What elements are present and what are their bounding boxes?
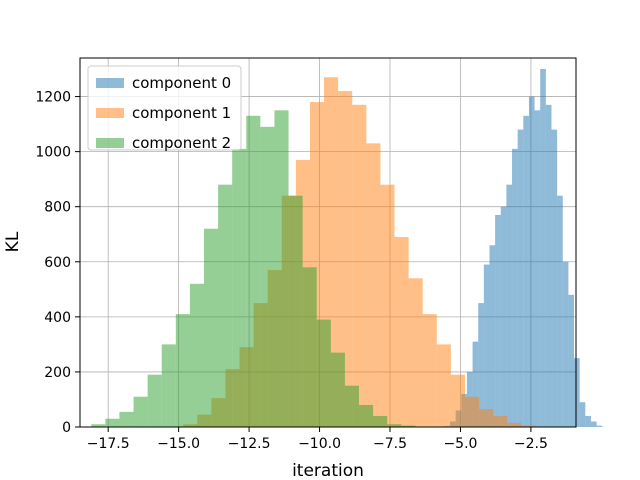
histogram-bar [436, 344, 451, 427]
histogram-bar [189, 283, 204, 427]
histogram-bar [534, 110, 541, 427]
histogram-bar [596, 425, 603, 427]
histogram-bar [540, 69, 546, 427]
histogram-bar [500, 206, 507, 427]
histogram-bar [489, 245, 496, 427]
histogram-bar [551, 129, 558, 427]
histogram-bar [579, 402, 586, 427]
histogram-bar [545, 104, 552, 428]
histogram-bar [493, 415, 508, 427]
histogram-bar [507, 422, 522, 427]
histogram-bar [472, 341, 479, 427]
histogram-bar [91, 424, 106, 427]
legend-swatch [96, 108, 124, 118]
y-tick-label: 400 [44, 310, 71, 326]
histogram-bar [464, 396, 480, 427]
histogram-bar [495, 214, 501, 427]
histogram-bar [408, 278, 423, 427]
legend: component 0 component 1 component 2 [87, 65, 242, 152]
histogram-bar [528, 96, 535, 427]
legend-label: component 2 [132, 134, 231, 152]
x-tick-label: −7.5 [373, 436, 407, 452]
legend-label: component 1 [132, 104, 231, 122]
x-tick-label: −10.0 [298, 436, 341, 452]
histogram-bar [344, 385, 359, 427]
y-tick-label: 1000 [35, 145, 71, 161]
axis-ticks: −17.5 −15.0 −12.5 −10.0 −7.5 −5.0 −2.5 0 200 400 6… [35, 90, 548, 452]
histogram-bar [450, 374, 465, 427]
histogram-bar [585, 415, 591, 427]
y-axis-label: KL [3, 231, 23, 252]
histogram-bar [517, 129, 524, 427]
histogram-bar [478, 303, 484, 427]
histogram-bar [175, 314, 190, 427]
histogram-bar [147, 374, 162, 427]
histogram-bar [506, 184, 513, 427]
histogram-bar [590, 421, 597, 427]
histogram-bar [246, 115, 261, 427]
histogram-bar [232, 148, 247, 427]
histogram-bar [512, 148, 518, 427]
x-tick-label: −2.5 [514, 436, 548, 452]
histogram-bar [302, 267, 317, 427]
histogram-bar [359, 404, 374, 427]
histogram-bar [521, 425, 536, 427]
histogram-bar [218, 184, 233, 427]
plot-frame [79, 57, 577, 428]
x-tick-label: −12.5 [228, 436, 271, 452]
histogram-bar [373, 415, 388, 427]
histogram-bar [119, 411, 134, 427]
histogram-bar [422, 314, 437, 427]
legend-swatch [96, 138, 124, 148]
histogram-bar [204, 228, 219, 427]
y-tick-label: 0 [62, 420, 71, 436]
legend-box [87, 65, 242, 151]
histogram-bar [352, 104, 367, 428]
bars [91, 69, 603, 428]
legend-swatch [96, 78, 124, 88]
histogram-bar [105, 418, 120, 427]
histogram-bar [568, 294, 575, 427]
histogram-bar [366, 143, 381, 428]
histogram-bar [394, 236, 409, 427]
x-tick-label: −15.0 [157, 436, 200, 452]
histogram-bar [260, 126, 275, 427]
histogram-bar [338, 91, 353, 428]
y-tick-label: 200 [44, 365, 71, 381]
x-axis-label: iteration [292, 461, 364, 480]
histogram-bar [330, 352, 345, 427]
x-tick-label: −17.5 [87, 436, 130, 452]
histogram-bar [316, 319, 331, 427]
y-tick-label: 600 [44, 255, 71, 271]
histogram-bar [274, 110, 289, 427]
histogram-bar [483, 264, 490, 427]
series-2-bars [91, 110, 416, 427]
series-0-bars [444, 69, 603, 428]
y-tick-label: 800 [44, 200, 71, 216]
histogram-bar [401, 425, 416, 427]
histogram-bar [133, 396, 148, 427]
histogram-bar [387, 424, 402, 427]
histogram-bar [479, 409, 494, 427]
legend-label: component 0 [132, 74, 231, 92]
histogram-bar [557, 195, 563, 427]
histogram-bar [574, 358, 580, 427]
histogram-bar [380, 184, 395, 427]
y-tick-label: 1200 [35, 90, 71, 106]
histogram-bar [288, 195, 303, 427]
histogram-bar [562, 261, 569, 427]
histogram-bar [523, 115, 529, 427]
histogram-bar [161, 344, 176, 427]
x-tick-label: −5.0 [443, 436, 477, 452]
